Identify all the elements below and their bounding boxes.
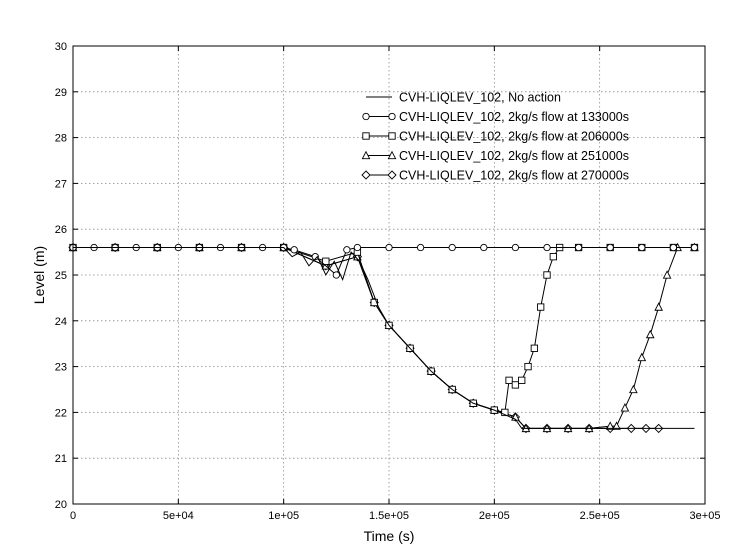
series-3: [69, 243, 699, 417]
axis-ticks: 0 5e+04 1e+05 1.5e+05 2e+05 2.5e+05 3e+05 20 21 2…: [55, 41, 721, 522]
x-axis-title: Time (s): [364, 528, 415, 544]
data-point: [530, 344, 539, 352]
legend-item: CVH-LIQLEV_102, 2kg/s flow at 133000s: [362, 110, 629, 124]
x-tick-label: 2.5e+05: [580, 510, 620, 522]
data-point: [620, 403, 630, 412]
data-point: [448, 243, 456, 252]
legend-swatch-marker: [388, 112, 396, 121]
data-point: [654, 302, 663, 311]
legend-swatch-marker: [361, 170, 371, 180]
legend-item: CVH-LIQLEV_102, 2kg/s flow at 251000s: [361, 149, 629, 163]
data-point: [638, 243, 646, 252]
legend-label: CVH-LIQLEV_102, 2kg/s flow at 270000s: [399, 169, 629, 183]
data-point: [606, 243, 614, 252]
y-tick-label: 24: [55, 316, 67, 328]
series-5: [68, 242, 664, 434]
legend-swatch-marker: [361, 150, 371, 160]
data-point: [543, 243, 551, 252]
data-point: [518, 376, 526, 384]
legend-swatch-marker: [387, 170, 397, 180]
legend-item: CVH-LIQLEV_102, No action: [366, 91, 561, 105]
x-tick-label: 0: [70, 510, 76, 522]
x-tick-label: 5e+04: [163, 510, 194, 522]
series-2: [69, 243, 699, 279]
series-4: [68, 242, 699, 433]
y-axis-title: Level (m): [31, 246, 47, 304]
data-point: [416, 243, 425, 252]
data-point: [332, 271, 340, 279]
data-point: [501, 408, 509, 417]
x-tick-label: 2e+05: [479, 510, 510, 522]
legend-label: CVH-LIQLEV_102, 2kg/s flow at 133000s: [399, 110, 629, 124]
legend-swatch-marker: [362, 112, 370, 121]
data-point: [662, 270, 672, 279]
y-tick-label: 22: [55, 407, 67, 419]
data-point: [574, 243, 583, 252]
y-tick-label: 29: [55, 87, 67, 99]
data-point: [353, 243, 362, 252]
data-point: [645, 329, 655, 339]
data-point: [511, 381, 520, 389]
y-tick-label: 28: [55, 133, 67, 145]
y-tick-label: 21: [55, 453, 67, 465]
data-point: [524, 362, 532, 371]
data-point: [343, 246, 351, 254]
series-line: [73, 247, 695, 276]
data-point: [612, 421, 621, 430]
y-tick-label: 20: [55, 499, 67, 511]
legend-swatch-marker: [388, 132, 396, 140]
x-tick-label: 1e+05: [268, 510, 299, 522]
data-point: [370, 298, 378, 307]
x-tick-label: 1.5e+05: [369, 510, 409, 522]
data-point: [311, 253, 319, 261]
legend-item: CVH-LIQLEV_102, 2kg/s flow at 206000s: [362, 130, 629, 144]
data-point: [637, 352, 647, 362]
data-point: [669, 243, 678, 252]
y-tick-label: 30: [55, 41, 67, 53]
data-point: [537, 303, 545, 311]
legend-label: CVH-LIQLEV_102, 2kg/s flow at 251000s: [399, 149, 629, 163]
legend-swatch-marker: [387, 150, 397, 160]
y-tick-label: 25: [55, 270, 67, 282]
y-tick-label: 23: [55, 362, 67, 374]
y-tick-label: 26: [55, 224, 67, 236]
data-point: [543, 271, 551, 279]
data-point: [290, 246, 298, 254]
series-line: [73, 247, 695, 414]
data-point: [605, 421, 615, 430]
series-line: [73, 247, 695, 429]
data-point: [629, 384, 638, 394]
series-group: [68, 242, 699, 434]
data-point: [480, 243, 488, 252]
data-point: [690, 243, 699, 252]
data-point: [549, 253, 557, 261]
data-point: [511, 243, 520, 252]
series-1: [73, 247, 695, 429]
legend-item: CVH-LIQLEV_102, 2kg/s flow at 270000s: [361, 169, 629, 183]
legend-swatch-marker: [362, 132, 370, 140]
legend: CVH-LIQLEV_102, No action CVH-LIQLEV_102,…: [361, 91, 629, 183]
data-point: [322, 257, 330, 265]
legend-label: CVH-LIQLEV_102, No action: [399, 91, 561, 105]
data-point: [385, 243, 393, 252]
data-point: [505, 376, 513, 384]
x-tick-label: 3e+05: [690, 510, 721, 522]
y-tick-label: 27: [55, 178, 67, 190]
legend-label: CVH-LIQLEV_102, 2kg/s flow at 206000s: [399, 130, 629, 144]
